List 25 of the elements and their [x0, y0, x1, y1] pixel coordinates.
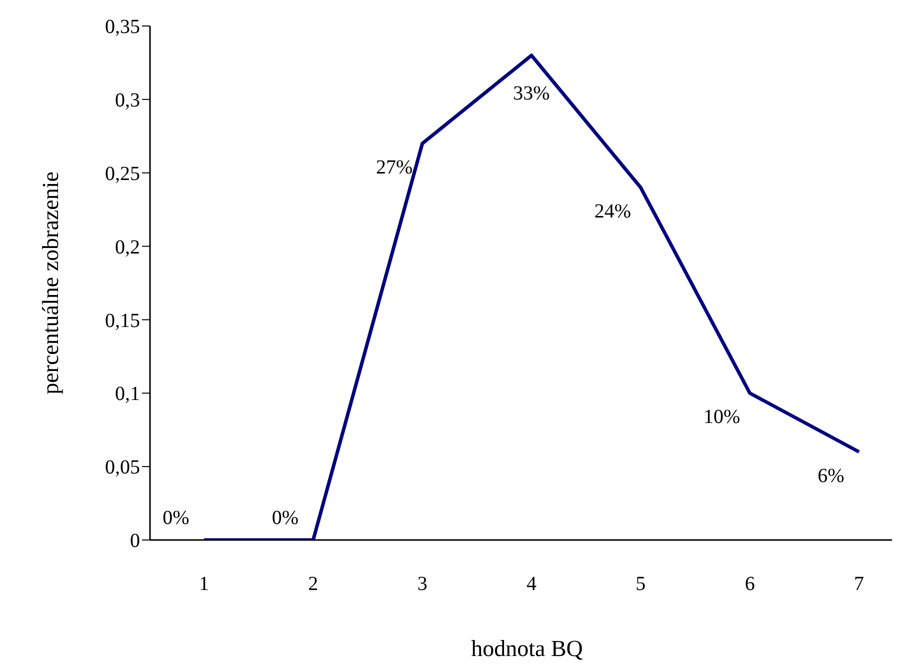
y-tick-label: 0,35: [105, 16, 140, 38]
y-tick-label: 0,2: [115, 236, 140, 258]
x-tick-label: 5: [636, 573, 646, 596]
x-tick-label: 7: [854, 573, 864, 596]
line-series: [202, 54, 861, 540]
data-label: 10%: [703, 406, 740, 428]
y-tick-label: 0,05: [105, 456, 140, 479]
x-tick-label: 6: [744, 573, 755, 596]
y-tick-label: 0,1: [115, 383, 140, 406]
data-label: 24%: [594, 200, 632, 223]
y-tick-label: 0,3: [115, 90, 140, 112]
data-label: 0%: [272, 507, 299, 529]
x-tick-label: 1: [199, 573, 209, 596]
y-tick-label: 0,15: [105, 310, 140, 332]
y-tick-label: 0: [130, 530, 140, 552]
y-tick-label: 0,25: [105, 162, 140, 185]
data-label: 27%: [376, 156, 413, 178]
x-tick-label: 4: [526, 573, 536, 596]
y-axis-title: percentuálne zobrazenie: [38, 172, 64, 394]
data-label: 0%: [162, 507, 190, 529]
x-tick-label: 3: [417, 573, 428, 596]
data-label: 6%: [818, 464, 844, 487]
x-tick-label: 2: [308, 573, 318, 596]
data-label: 33%: [513, 82, 550, 104]
x-axis-title: hodnota BQ: [470, 636, 584, 662]
